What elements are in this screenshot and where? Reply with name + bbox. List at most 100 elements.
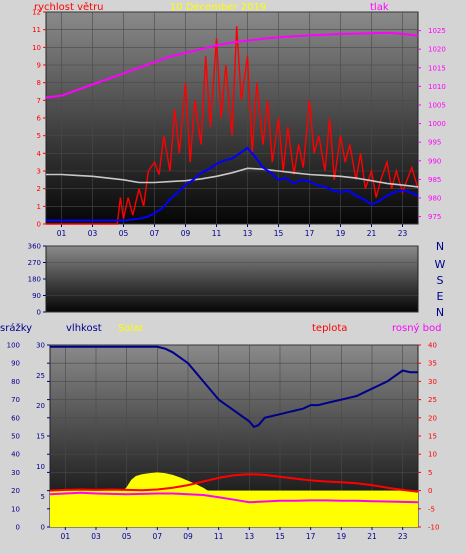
right-y-tick-label: 0: [428, 487, 432, 495]
left-y-tick-label: 40: [11, 451, 20, 459]
x-tick-label: 07: [150, 229, 160, 238]
left-y-tick-label: 12: [32, 9, 41, 17]
humidity-y-tick-label: 5: [41, 493, 45, 501]
compass-label: N: [436, 240, 444, 253]
humidity-y-tick-label: 10: [36, 463, 45, 471]
humidity-y-tick-label: 30: [36, 342, 45, 350]
right-y-tick-label: 1015: [428, 64, 446, 72]
right-y-tick-label: 1020: [428, 46, 446, 54]
left-y-tick-label: 10: [32, 44, 41, 52]
solar-label: Solar: [118, 323, 144, 334]
left-y-tick-label: 360: [28, 243, 41, 251]
right-y-tick-label: 1000: [428, 120, 446, 128]
x-tick-label: 09: [183, 532, 193, 541]
right-y-tick-label: 5: [428, 469, 432, 477]
x-tick-label: 13: [243, 229, 253, 238]
x-tick-label: 05: [122, 532, 132, 541]
chart-date-title: 10 December 2019: [170, 2, 266, 13]
right-y-tick-label: 25: [428, 396, 437, 404]
left-y-tick-label: 11: [32, 26, 41, 34]
compass-label: N: [436, 306, 444, 319]
humidity-series-line: [50, 345, 418, 429]
left-y-tick-label: 0: [37, 309, 41, 317]
humidity-y-tick-label: 15: [36, 433, 45, 441]
right-y-tick-label: -5: [428, 505, 435, 513]
left-y-tick-label: 6: [37, 115, 42, 123]
x-tick-label: 09: [181, 229, 191, 238]
left-y-tick-label: 0: [16, 524, 20, 532]
x-tick-label: 19: [337, 532, 347, 541]
humidity-y-tick-label: 25: [36, 372, 45, 380]
right-y-tick-label: 1025: [428, 27, 446, 35]
dewpoint-label: rosný bod: [392, 322, 441, 334]
x-tick-label: 23: [398, 532, 408, 541]
compass-label: S: [437, 274, 444, 287]
x-tick-label: 01: [61, 532, 71, 541]
average-wind-series-line: [46, 167, 419, 188]
left-y-tick-label: 10: [11, 505, 20, 513]
x-tick-label: 17: [305, 229, 315, 238]
right-y-tick-label: 975: [428, 213, 441, 221]
left-y-tick-label: 100: [7, 342, 20, 350]
temperature-label: teplota: [312, 323, 347, 334]
compass-label: E: [437, 290, 444, 303]
left-y-tick-label: 60: [11, 414, 20, 422]
left-y-tick-label: 20: [11, 487, 20, 495]
precipitation-label: srážky: [0, 322, 32, 334]
left-y-tick-label: 270: [28, 259, 41, 267]
right-y-tick-label: 980: [428, 194, 441, 202]
left-y-tick-label: 7: [37, 97, 41, 105]
x-tick-label: 15: [274, 229, 284, 238]
left-y-tick-label: 3: [37, 168, 41, 176]
left-y-tick-label: 30: [11, 469, 20, 477]
compass-label: W: [435, 258, 446, 271]
left-y-tick-label: 5: [37, 132, 41, 140]
dewpoint-series-line: [49, 491, 419, 504]
x-tick-label: 07: [153, 532, 163, 541]
right-y-tick-label: 30: [428, 378, 437, 386]
humidity-y-tick-label: 20: [36, 402, 45, 410]
x-tick-label: 23: [398, 229, 408, 238]
left-y-tick-label: 180: [28, 276, 41, 284]
x-tick-label: 05: [119, 229, 129, 238]
right-y-tick-label: -10: [428, 524, 439, 532]
x-tick-label: 13: [245, 532, 255, 541]
temperature-series-line: [49, 473, 419, 493]
x-tick-label: 21: [367, 532, 377, 541]
humidity-y-tick-label: 0: [41, 524, 45, 532]
left-y-tick-label: 50: [11, 433, 20, 441]
x-tick-label: 15: [275, 532, 285, 541]
right-y-tick-label: 1010: [428, 83, 446, 91]
right-y-tick-label: 10: [428, 451, 437, 459]
right-y-tick-label: 20: [428, 414, 437, 422]
right-y-tick-label: 40: [428, 342, 437, 350]
left-y-tick-label: 90: [32, 292, 41, 300]
left-y-tick-label: 80: [11, 378, 20, 386]
x-tick-label: 17: [306, 532, 316, 541]
right-y-tick-label: 1005: [428, 101, 446, 109]
pressure-axis-title: tlak: [370, 2, 389, 13]
left-y-tick-label: 9: [37, 62, 41, 70]
right-y-tick-label: 35: [428, 360, 437, 368]
pressure-series-line: [45, 31, 419, 99]
right-y-tick-label: 995: [428, 139, 441, 147]
wind-axis-title: rychlost větru: [34, 1, 104, 13]
right-y-tick-label: 985: [428, 176, 441, 184]
x-tick-label: 21: [367, 229, 377, 238]
left-y-tick-label: 0: [37, 221, 41, 229]
x-tick-label: 19: [336, 229, 346, 238]
x-tick-label: 01: [57, 229, 67, 238]
right-y-tick-label: 990: [428, 157, 441, 165]
left-y-tick-label: 2: [37, 185, 41, 193]
humidity-label: vlhkost: [66, 323, 102, 334]
left-y-tick-label: 70: [11, 396, 20, 404]
x-tick-label: 11: [212, 229, 222, 238]
left-y-tick-label: 8: [37, 79, 41, 87]
right-y-tick-label: 15: [428, 433, 437, 441]
left-y-tick-label: 90: [11, 360, 20, 368]
left-y-tick-label: 4: [37, 150, 42, 158]
wind-speed-series-line: [46, 146, 419, 222]
x-tick-label: 03: [88, 229, 98, 238]
